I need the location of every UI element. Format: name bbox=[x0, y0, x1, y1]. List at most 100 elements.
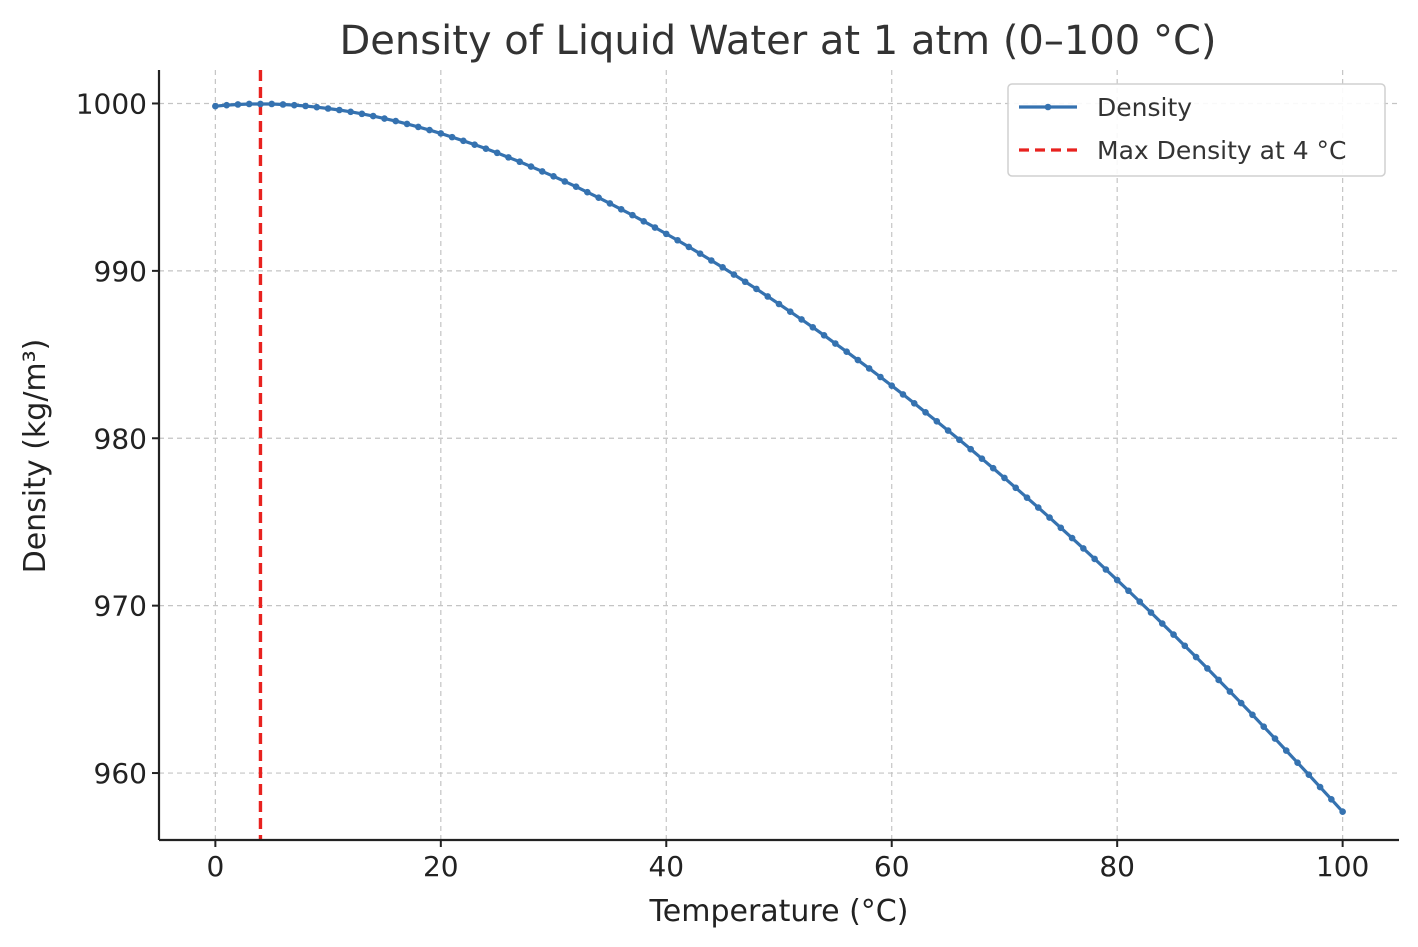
density-point bbox=[1249, 711, 1256, 719]
density-point bbox=[1226, 688, 1234, 695]
density-point bbox=[922, 409, 929, 416]
density-point bbox=[516, 158, 524, 166]
density-point bbox=[1001, 474, 1008, 482]
density-point bbox=[1316, 783, 1324, 791]
density-point bbox=[234, 101, 242, 108]
density-point bbox=[719, 264, 726, 271]
density-point bbox=[606, 200, 614, 207]
density-point bbox=[1328, 796, 1335, 803]
density-point bbox=[820, 332, 828, 339]
density-point bbox=[956, 436, 963, 444]
density-point bbox=[944, 427, 952, 434]
density-point bbox=[347, 108, 354, 116]
y-tick-label: 960 bbox=[94, 757, 147, 790]
y-tick-label: 990 bbox=[94, 255, 147, 288]
density-point bbox=[584, 188, 591, 196]
density-point bbox=[832, 340, 839, 347]
density-point bbox=[1147, 609, 1155, 616]
y-axis-label: Density (kg/m³) bbox=[18, 339, 53, 574]
density-series-group bbox=[212, 100, 1346, 816]
density-point bbox=[617, 205, 625, 213]
density-point bbox=[753, 285, 760, 293]
density-point bbox=[629, 211, 636, 219]
density-point bbox=[978, 455, 986, 462]
legend-density-label: Density bbox=[1097, 93, 1192, 122]
density-point bbox=[437, 130, 445, 137]
density-point bbox=[775, 300, 783, 308]
density-point bbox=[1215, 676, 1222, 684]
density-point bbox=[257, 100, 264, 108]
density-point bbox=[538, 168, 546, 175]
density-point bbox=[730, 271, 738, 278]
density-point bbox=[550, 172, 557, 180]
x-tick-label: 20 bbox=[423, 850, 459, 883]
density-point bbox=[1204, 665, 1211, 672]
density-point bbox=[223, 101, 230, 109]
density-point bbox=[482, 145, 490, 152]
density-point bbox=[1125, 587, 1132, 595]
legend-density-marker bbox=[1044, 103, 1052, 111]
density-point bbox=[1158, 620, 1166, 627]
density-point bbox=[505, 154, 512, 161]
density-point bbox=[662, 230, 670, 238]
x-tick-label: 0 bbox=[206, 850, 224, 883]
x-axis-label: Temperature (°C) bbox=[649, 894, 909, 929]
density-point bbox=[933, 418, 941, 425]
density-point bbox=[899, 391, 907, 398]
density-point bbox=[1080, 545, 1087, 552]
density-point bbox=[741, 278, 749, 286]
density-point bbox=[1136, 598, 1144, 605]
density-point bbox=[1113, 576, 1121, 584]
density-point bbox=[865, 365, 873, 372]
density-line bbox=[215, 102, 1344, 813]
legend-box bbox=[1007, 83, 1386, 177]
density-point bbox=[1294, 759, 1301, 766]
y-tick-label: 970 bbox=[94, 590, 147, 623]
density-point bbox=[798, 316, 805, 323]
chart-title: Density of Liquid Water at 1 atm (0–100 … bbox=[340, 18, 1217, 64]
density-point bbox=[1260, 723, 1268, 730]
density-point bbox=[561, 178, 569, 185]
density-point bbox=[888, 382, 896, 390]
density-point bbox=[1282, 747, 1290, 754]
x-tick-label: 80 bbox=[1099, 850, 1135, 883]
density-point bbox=[426, 126, 433, 134]
density-point bbox=[1271, 735, 1279, 742]
density-point bbox=[1181, 642, 1189, 650]
density-point bbox=[708, 257, 715, 264]
density-point bbox=[640, 218, 648, 225]
density-point bbox=[1023, 494, 1031, 501]
density-point bbox=[1237, 699, 1245, 707]
density-point bbox=[1057, 524, 1065, 532]
density-point bbox=[460, 137, 467, 145]
density-point bbox=[313, 103, 321, 111]
density-point bbox=[1170, 631, 1177, 638]
density-point bbox=[1102, 566, 1110, 573]
density-point bbox=[403, 120, 411, 128]
density-point bbox=[1339, 808, 1346, 816]
density-point bbox=[595, 194, 602, 202]
y-tick-label: 980 bbox=[94, 422, 147, 455]
density-point bbox=[1012, 484, 1020, 492]
density-point bbox=[854, 356, 862, 364]
density-point bbox=[493, 149, 501, 157]
density-point bbox=[245, 100, 253, 108]
density-point bbox=[685, 243, 693, 251]
x-tick-label: 100 bbox=[1316, 850, 1369, 883]
density-point bbox=[302, 102, 309, 110]
density-point bbox=[764, 293, 772, 300]
x-tick-label: 60 bbox=[874, 850, 910, 883]
density-point bbox=[471, 141, 478, 148]
density-point bbox=[1192, 653, 1200, 661]
density-point bbox=[414, 123, 422, 131]
density-point bbox=[527, 163, 535, 170]
density-point bbox=[1034, 504, 1042, 511]
density-point bbox=[336, 106, 343, 114]
density-point bbox=[651, 224, 659, 231]
density-point bbox=[279, 101, 287, 108]
density-point bbox=[448, 133, 456, 141]
density-point bbox=[843, 348, 850, 356]
density-point bbox=[910, 399, 918, 407]
density-point bbox=[212, 102, 219, 110]
